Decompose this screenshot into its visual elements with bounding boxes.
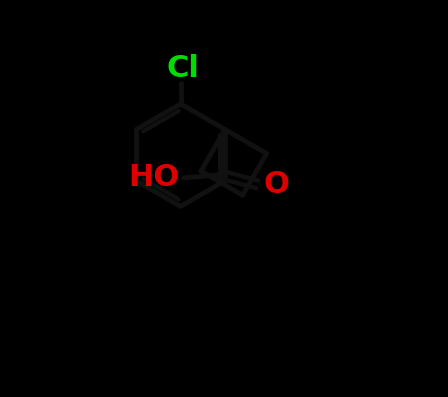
Text: HO: HO bbox=[128, 164, 179, 193]
Text: O: O bbox=[263, 170, 289, 199]
Text: Cl: Cl bbox=[166, 54, 199, 83]
